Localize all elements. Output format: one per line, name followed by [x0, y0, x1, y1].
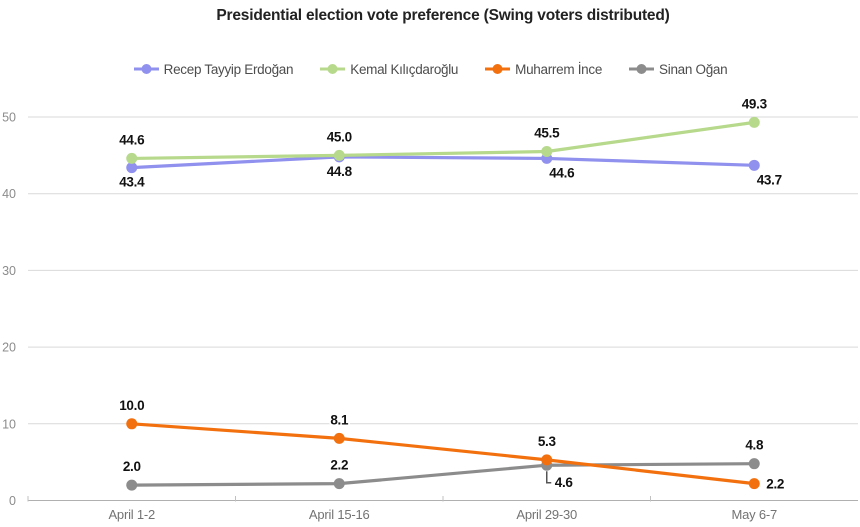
y-axis-label: 50 — [2, 111, 16, 125]
data-point — [126, 479, 138, 491]
data-point — [333, 478, 345, 490]
value-label: 44.6 — [119, 132, 145, 147]
value-label: 44.6 — [549, 165, 575, 180]
data-point — [333, 149, 345, 161]
legend-line-dot-icon — [485, 64, 511, 74]
legend-line-dot-icon — [320, 64, 346, 74]
x-axis-label: April 1-2 — [108, 507, 155, 522]
data-point — [126, 162, 138, 174]
legend-line-dot-icon — [133, 64, 159, 74]
value-label: 2.2 — [330, 458, 348, 473]
data-point — [748, 478, 760, 490]
value-label: 4.6 — [555, 475, 574, 490]
legend: Recep Tayyip Erdoğan Kemal Kılıçdaroğlu Mu… — [0, 58, 860, 80]
value-label: 10.0 — [119, 398, 144, 413]
data-point — [748, 159, 760, 171]
value-label: 45.5 — [534, 126, 560, 141]
series-line — [130, 120, 756, 161]
y-axis-label: 0 — [9, 494, 16, 508]
x-axis-label: April 29-30 — [516, 507, 577, 522]
chart-title: Presidential election vote preference (S… — [216, 7, 670, 24]
x-axis-label: May 6-7 — [731, 507, 777, 522]
value-label: 45.0 — [327, 129, 352, 144]
value-label: 2.2 — [766, 477, 784, 492]
value-label: 8.1 — [330, 412, 349, 427]
y-axis-label: 40 — [2, 187, 16, 201]
data-point — [333, 432, 345, 444]
legend-item: Sinan Oğan — [628, 61, 728, 77]
legend-item-label: Kemal Kılıçdaroğlu — [350, 61, 459, 77]
data-point — [126, 152, 138, 164]
data-point — [748, 116, 760, 128]
legend-item: Recep Tayyip Erdoğan — [133, 62, 294, 77]
value-label: 49.3 — [742, 96, 768, 111]
legend-item: Muharrem İnce — [484, 62, 602, 77]
y-axis-label: 20 — [2, 341, 16, 355]
series-line — [130, 422, 756, 486]
value-label: 44.8 — [327, 164, 353, 179]
data-point — [541, 454, 553, 466]
y-axis-label: 10 — [2, 417, 16, 431]
legend-item-label: Sinan Oğan — [659, 61, 728, 77]
data-point — [748, 458, 760, 470]
series-line — [130, 155, 756, 170]
value-label: 43.4 — [119, 175, 145, 190]
x-axis-label: April 15-16 — [309, 507, 370, 522]
legend-item-label: Muharrem İnce — [515, 61, 603, 77]
data-point — [126, 418, 138, 430]
data-point — [541, 146, 553, 158]
value-label: 4.8 — [745, 438, 764, 453]
legend-line-dot-icon — [629, 64, 655, 74]
label-callout-line — [546, 471, 552, 484]
legend-item-label: Recep Tayyip Erdoğan — [163, 61, 294, 77]
y-axis-label: 30 — [2, 264, 16, 278]
series-line — [130, 462, 756, 487]
legend-item: Kemal Kılıçdaroğlu — [319, 62, 458, 77]
value-label: 2.0 — [123, 459, 141, 474]
value-label: 43.7 — [757, 172, 782, 187]
value-label: 5.3 — [538, 434, 557, 449]
